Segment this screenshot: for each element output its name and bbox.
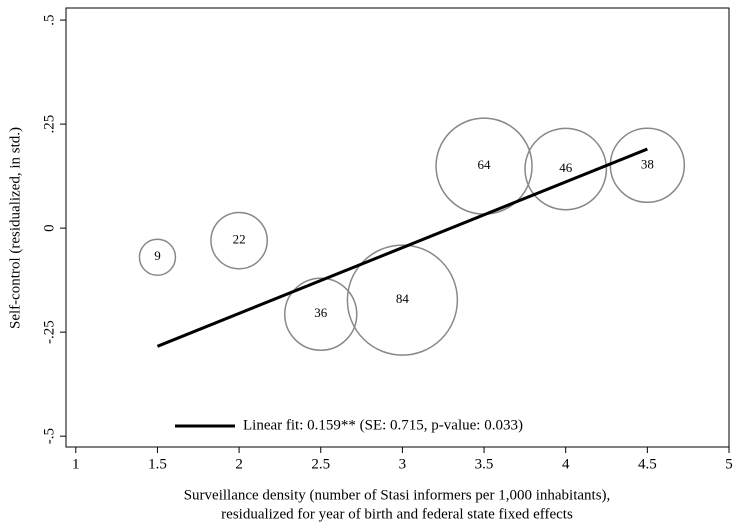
bubble xyxy=(346,244,459,356)
bubble-label: 22 xyxy=(233,232,246,247)
x-tick-label: 1.5 xyxy=(148,456,167,472)
y-tick-label: -.25 xyxy=(41,320,57,344)
bubble xyxy=(138,238,177,277)
bubble-label: 38 xyxy=(641,156,654,171)
x-tick-label: 1 xyxy=(72,456,80,472)
bubble xyxy=(524,127,608,211)
x-tick-label: 2 xyxy=(235,456,243,472)
bubble xyxy=(210,211,268,270)
y-tick-label: .5 xyxy=(41,14,57,25)
legend-label: Linear fit: 0.159** (SE: 0.715, p-value:… xyxy=(243,417,523,433)
x-tick-label: 5 xyxy=(725,456,733,472)
fit-line xyxy=(156,147,648,348)
x-axis-label: residualized for year of birth and feder… xyxy=(221,506,573,522)
y-tick-label: .25 xyxy=(41,115,57,134)
y-axis-label: Self-control (residualized, in std.) xyxy=(7,127,23,329)
y-tick-label: 0 xyxy=(41,224,57,232)
x-tick-label: 4.5 xyxy=(638,456,657,472)
bubble xyxy=(283,277,358,352)
y-tick-label: -.5 xyxy=(41,428,57,444)
bubble-label: 9 xyxy=(154,248,161,263)
plot-frame xyxy=(65,7,730,448)
x-tick-label: 4 xyxy=(562,456,570,472)
x-tick-label: 3.5 xyxy=(475,456,494,472)
bubble-label: 64 xyxy=(478,157,492,172)
bubble-label: 46 xyxy=(559,160,573,175)
x-axis-label: Surveillance density (number of Stasi in… xyxy=(184,487,611,503)
x-tick-label: 3 xyxy=(399,456,407,472)
x-tick-label: 2.5 xyxy=(311,456,330,472)
bubble-label: 36 xyxy=(314,305,328,320)
bubble-label: 84 xyxy=(396,291,410,306)
